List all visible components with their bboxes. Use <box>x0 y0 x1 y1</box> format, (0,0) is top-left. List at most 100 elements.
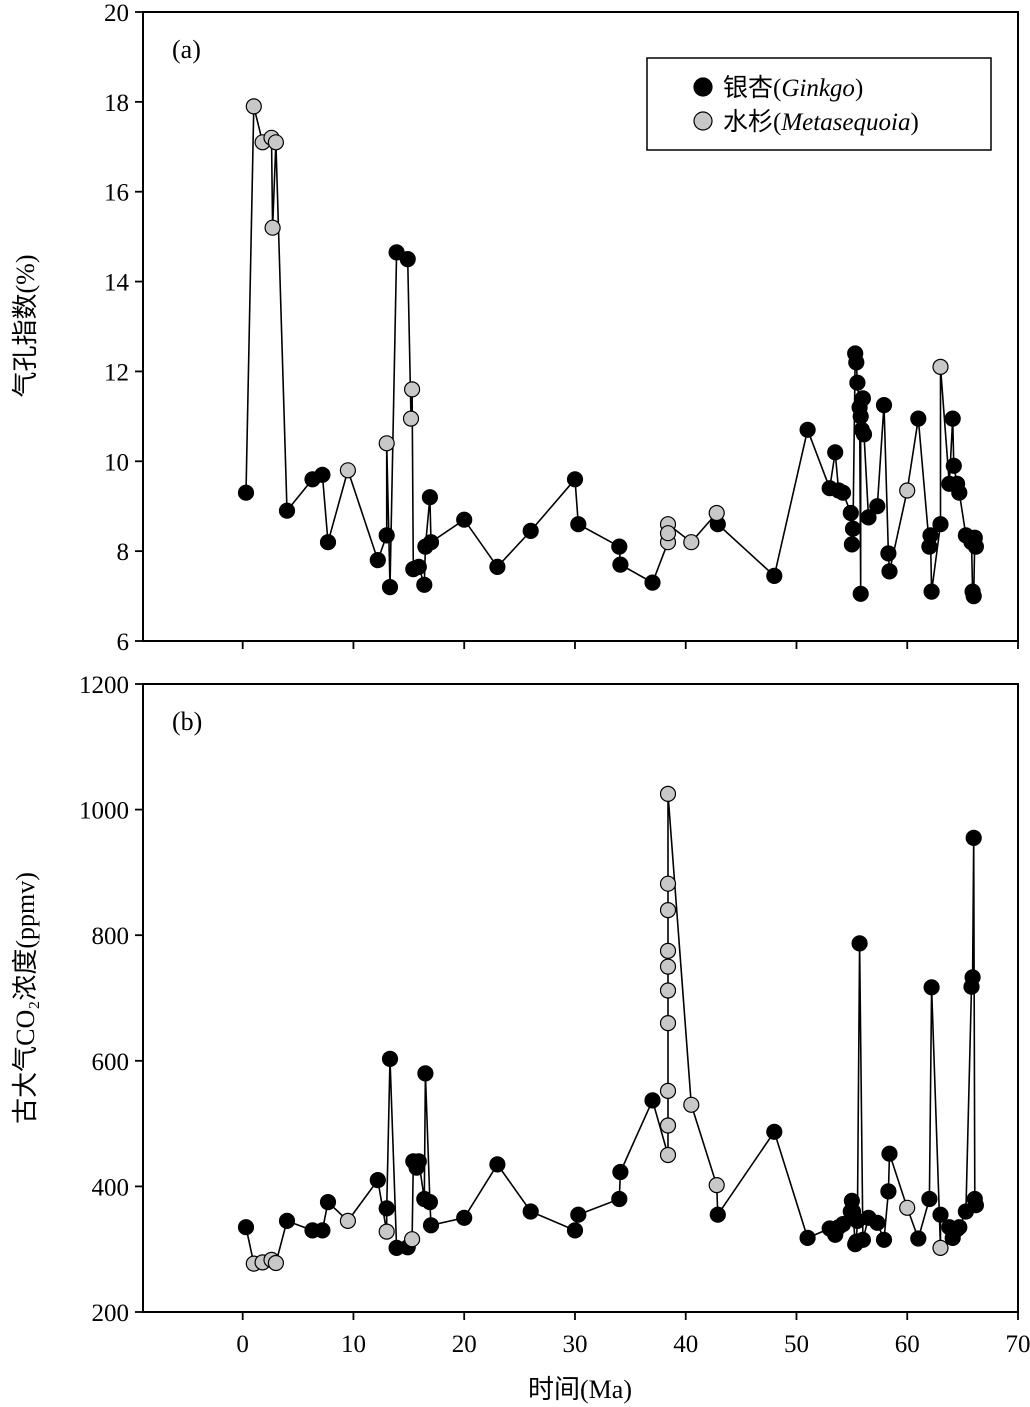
panel-a-frame <box>142 11 1019 642</box>
ginkgo-point <box>570 1206 587 1223</box>
ginkgo-point <box>612 1163 629 1181</box>
metasequoia-point <box>659 785 677 803</box>
ginkgo-point <box>422 534 440 551</box>
ginkgo-point <box>910 1230 927 1247</box>
ginkgo-point <box>844 520 862 537</box>
ginkgo-point <box>410 1153 427 1170</box>
panel-b-frame <box>142 683 1019 1313</box>
ginkgo-point <box>945 457 962 474</box>
metasequoia-point <box>402 410 420 427</box>
metasequoia-point <box>659 525 677 542</box>
ginkgo-point <box>860 509 877 526</box>
ginkgo-point <box>410 558 427 576</box>
metasequoia-point <box>404 381 421 398</box>
legend-ginkgo-suffix: ) <box>855 75 863 102</box>
metasequoia-point <box>659 982 677 999</box>
ginkgo-point <box>932 516 949 533</box>
ginkgo-point <box>278 1212 296 1230</box>
y-tick-label: 1000 <box>79 798 129 825</box>
metasequoia-point <box>404 1231 421 1248</box>
y-tick-label: 1200 <box>79 672 129 699</box>
ginkgo-point <box>851 935 868 952</box>
metasequoia-point <box>683 1096 700 1113</box>
ginkgo-point <box>910 410 927 427</box>
metasequoia-point <box>899 1199 916 1216</box>
ginkgo-point <box>932 1206 949 1223</box>
legend-ginkgo-italic: Ginkgo <box>781 75 855 102</box>
ginkgo-point <box>843 536 861 553</box>
metasequoia-point <box>659 942 677 960</box>
legend: 银杏(Ginkgo) 水杉(Metasequoia) <box>646 57 992 151</box>
legend-label-ginkgo: 银杏(Ginkgo) <box>723 74 863 102</box>
x-tick-label: 60 <box>895 1331 920 1358</box>
y-tick-label: 200 <box>92 1300 130 1327</box>
legend-ginkgo-prefix: 银杏( <box>723 74 781 102</box>
ginkgo-point <box>923 583 940 600</box>
y-tick-label: 8 <box>117 539 130 566</box>
ginkgo-point <box>489 1156 506 1173</box>
ginkgo-point <box>951 484 968 501</box>
metasequoia-point <box>245 98 262 115</box>
ginkgo-point <box>314 1222 331 1239</box>
ginkgo-point <box>854 1231 872 1248</box>
metasequoia-point <box>932 358 949 375</box>
ginkgo-point <box>827 444 844 461</box>
x-tick-label: 20 <box>452 1331 477 1358</box>
ginkgo-point <box>369 1171 386 1189</box>
metasequoia-point <box>659 901 677 919</box>
y-tick-label: 10 <box>104 449 129 476</box>
y-tick-label: 600 <box>92 1049 130 1076</box>
ginkgo-point <box>799 1229 816 1247</box>
y-tick-label: 800 <box>92 923 130 950</box>
ginkgo-point <box>965 829 982 847</box>
y-tick-label: 18 <box>104 90 129 117</box>
legend-meta-italic: Metasequoia <box>780 109 910 136</box>
panel-b-connector-lines <box>245 793 977 1265</box>
ginkgo-point <box>381 1050 399 1068</box>
ginkgo-point <box>964 969 981 986</box>
panel-b: 0 10 20 30 40 50 60 70 200 400 600 800 1000 1200 (b)… <box>11 672 1030 1404</box>
ginkgo-point <box>869 498 886 515</box>
ginkgo-point <box>456 1209 473 1226</box>
metasequoia-point <box>659 1014 677 1032</box>
x-tick-label: 40 <box>673 1331 698 1358</box>
x-axis-label: 时间(Ma) <box>528 1375 632 1404</box>
ginkgo-point <box>881 563 898 580</box>
y-tick-label: 16 <box>104 180 129 207</box>
ginkgo-point <box>848 354 865 371</box>
ginkgo-point <box>566 1222 584 1239</box>
ginkgo-point <box>875 397 893 414</box>
ginkgo-point <box>611 538 628 555</box>
y-tick-label: 400 <box>92 1174 130 1201</box>
panel-b-y-ticks: 200 400 600 800 1000 1200 <box>79 672 143 1327</box>
x-tick-label: 10 <box>341 1331 366 1358</box>
series-line <box>245 793 977 1265</box>
ginkgo-point <box>278 502 296 519</box>
metasequoia-point <box>659 1146 677 1164</box>
metasequoia-point <box>899 482 916 499</box>
ginkgo-point <box>319 1193 337 1211</box>
metasequoia-point <box>659 875 677 892</box>
legend-marker-metasequoia <box>693 111 713 131</box>
ginkgo-point <box>880 1183 897 1200</box>
ginkgo-point <box>369 551 386 569</box>
x-tick-label: 0 <box>236 1331 249 1358</box>
ginkgo-point <box>944 410 961 427</box>
ginkgo-point <box>421 1193 438 1211</box>
ginkgo-point <box>314 466 331 483</box>
x-tick-label: 30 <box>562 1331 587 1358</box>
ginkgo-point <box>951 1219 968 1236</box>
metasequoia-point <box>659 1117 677 1134</box>
ginkgo-point <box>522 522 539 540</box>
metasequoia-point <box>264 219 281 236</box>
metasequoia-point <box>339 462 356 479</box>
legend-marker-ginkgo <box>693 77 713 97</box>
ginkgo-point <box>416 576 433 593</box>
ginkgo-point <box>834 484 852 501</box>
ginkgo-point <box>855 426 873 443</box>
ginkgo-point <box>237 1219 255 1236</box>
ginkgo-point <box>381 578 399 596</box>
ginkgo-point <box>921 1190 938 1208</box>
ginkgo-point <box>967 1197 985 1214</box>
